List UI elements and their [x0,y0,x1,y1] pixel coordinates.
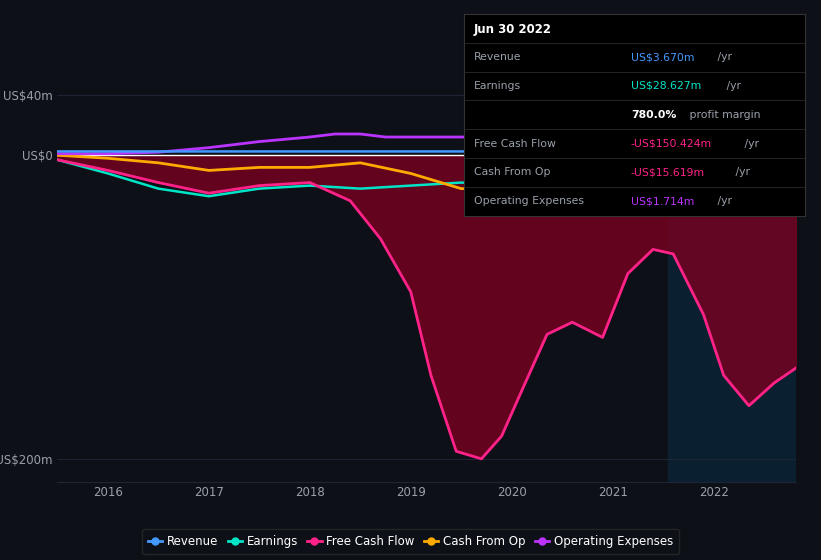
Text: 780.0%: 780.0% [631,110,677,120]
Legend: Revenue, Earnings, Free Cash Flow, Cash From Op, Operating Expenses: Revenue, Earnings, Free Cash Flow, Cash … [142,529,679,554]
Text: US$1.714m: US$1.714m [631,196,695,206]
Text: /yr: /yr [722,81,741,91]
Text: Cash From Op: Cash From Op [474,167,551,178]
Text: -US$150.424m: -US$150.424m [631,139,712,148]
Text: profit margin: profit margin [686,110,760,120]
Text: Earnings: Earnings [474,81,521,91]
Text: /yr: /yr [741,139,759,148]
Text: /yr: /yr [713,196,732,206]
Text: US$3.670m: US$3.670m [631,52,695,62]
Text: /yr: /yr [732,167,750,178]
Bar [668,67,796,482]
Text: US$28.627m: US$28.627m [631,81,701,91]
Text: Jun 30 2022: Jun 30 2022 [474,24,552,36]
Text: /yr: /yr [713,52,732,62]
Text: -US$15.619m: -US$15.619m [631,167,705,178]
Text: Revenue: Revenue [474,52,521,62]
Text: Operating Expenses: Operating Expenses [474,196,584,206]
Text: Free Cash Flow: Free Cash Flow [474,139,556,148]
